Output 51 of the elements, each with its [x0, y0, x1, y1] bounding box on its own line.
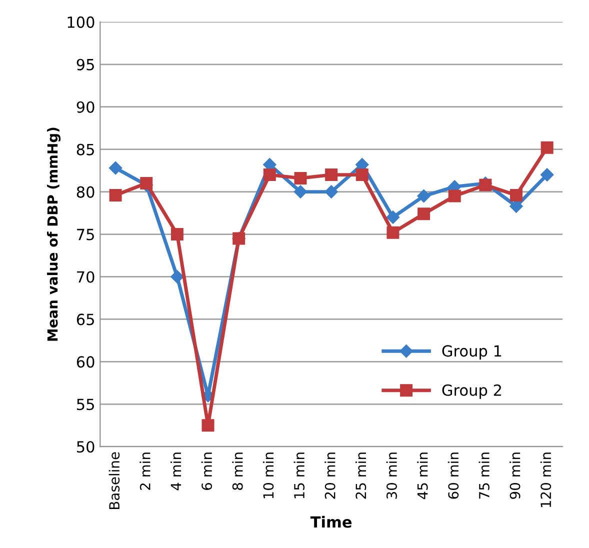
x-tick-label: 2 min: [140, 452, 150, 490]
x-tick-label: 45 min: [417, 452, 428, 500]
point: [202, 419, 214, 432]
point: [540, 141, 554, 154]
point: [263, 168, 276, 182]
x-tick-label: 6 min: [201, 452, 212, 490]
y-tick-label: 50: [77, 441, 94, 453]
point: [540, 168, 554, 182]
y-tick-label: 55: [77, 398, 94, 410]
x-tick-label: 4 min: [170, 452, 182, 490]
x-tick-label: 20 min: [324, 452, 336, 499]
point: [108, 161, 122, 175]
point: [417, 189, 430, 203]
y-tick-label: 85: [76, 144, 94, 156]
y-tick-label: 70: [77, 271, 94, 283]
point: [510, 188, 523, 202]
point: [479, 178, 492, 192]
point: [386, 210, 400, 224]
y-tick-label: 100: [68, 16, 94, 28]
y-tick-label: 75: [77, 228, 94, 240]
point: [325, 168, 338, 182]
x-tick-label: 90 min: [510, 452, 520, 499]
x-tick-label: 10 min: [262, 452, 274, 498]
point: [510, 200, 523, 213]
point: [294, 185, 308, 198]
x-tick-label: 15 min: [294, 452, 305, 498]
x-axis-title: Time: [310, 516, 352, 528]
point: [294, 172, 307, 184]
x-tick-label: 30 min: [386, 452, 397, 499]
legend-label: Group 2: [442, 384, 501, 399]
point: [170, 270, 184, 284]
legend-label: Group 1: [442, 345, 502, 360]
y-axis-title: Mean value of DBP (mmHg): [47, 128, 61, 341]
point: [418, 208, 430, 220]
y-tick-label: 95: [76, 58, 94, 70]
point: [324, 185, 338, 198]
y-tick-label: 65: [76, 314, 94, 326]
x-tick-label: 60 min: [448, 452, 459, 499]
y-tick-label: 90: [76, 101, 94, 113]
point: [170, 228, 184, 241]
x-tick-label: Baseline: [108, 452, 120, 510]
x-tick-label: 120 min: [540, 452, 552, 508]
x-tick-label: 75 min: [478, 452, 490, 499]
x-tick-label: 8 min: [232, 452, 243, 490]
y-tick-label: 80: [76, 186, 94, 198]
y-tick-label: 60: [76, 356, 94, 368]
point: [386, 226, 400, 239]
point: [109, 188, 122, 202]
x-tick-label: 25 min: [355, 452, 366, 499]
point: [448, 190, 461, 202]
point: [356, 168, 368, 182]
